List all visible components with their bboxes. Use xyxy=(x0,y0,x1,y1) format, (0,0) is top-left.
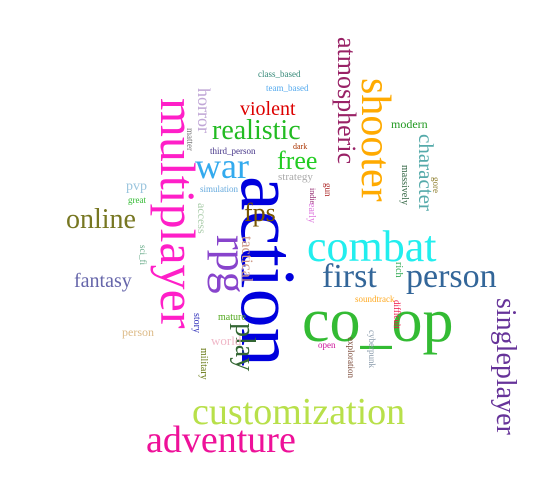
word-combat: combat xyxy=(307,222,437,271)
word-exploration: exploration xyxy=(346,337,356,378)
word-early: early xyxy=(306,203,317,223)
word-gun: gun xyxy=(323,183,333,197)
word-class-based: class_based xyxy=(258,69,301,79)
word-gore: gore xyxy=(431,177,441,193)
word-first: first xyxy=(322,258,377,295)
word-great: great xyxy=(128,195,146,205)
word-modern: modern xyxy=(391,117,428,131)
word-third-person: third_person xyxy=(210,146,256,156)
word-fps: fps xyxy=(244,198,276,227)
word-war: war xyxy=(195,146,249,186)
word-fantasy: fantasy xyxy=(74,270,132,292)
word-indie: indie xyxy=(308,188,317,204)
word-character: character xyxy=(414,134,438,211)
word-adventure: adventure xyxy=(146,419,296,461)
word-person-small: person xyxy=(122,325,154,339)
word-customization: customization xyxy=(192,391,406,433)
word-simulation: simulation xyxy=(200,184,238,194)
word-mature: mature xyxy=(218,312,246,323)
word-massively: massively xyxy=(399,165,410,205)
word-military: military xyxy=(198,348,209,380)
word-world: world xyxy=(211,333,242,348)
word-atmospheric: atmospheric xyxy=(332,37,361,165)
word-story: story xyxy=(191,313,202,333)
word-violent: violent xyxy=(240,98,296,120)
word-matter: matter xyxy=(185,128,195,151)
word-open: open xyxy=(318,340,336,350)
word-strategy: strategy xyxy=(278,171,313,183)
word-dark: dark xyxy=(293,142,308,151)
word-sci-fi: sci_fi xyxy=(138,245,148,265)
word-free: free xyxy=(277,146,318,175)
word-tactical: tactical xyxy=(238,236,255,283)
word-singleplayer: singleplayer xyxy=(490,298,521,435)
word-difficult: difficult xyxy=(392,300,402,329)
word-co-op: co_op xyxy=(302,287,454,355)
word-cyberpunk: cyberpunk xyxy=(367,330,377,368)
word-rich: rich xyxy=(393,262,404,278)
word-pvp: pvp xyxy=(126,179,147,194)
word-soundtrack: soundtrack xyxy=(355,294,395,304)
word-online: online xyxy=(66,204,136,235)
word-access: access xyxy=(195,203,209,234)
word-horror: horror xyxy=(194,88,214,133)
word-realistic: realistic xyxy=(212,115,301,146)
word-person: person xyxy=(406,258,497,295)
word-team-based: team_based xyxy=(266,83,309,93)
